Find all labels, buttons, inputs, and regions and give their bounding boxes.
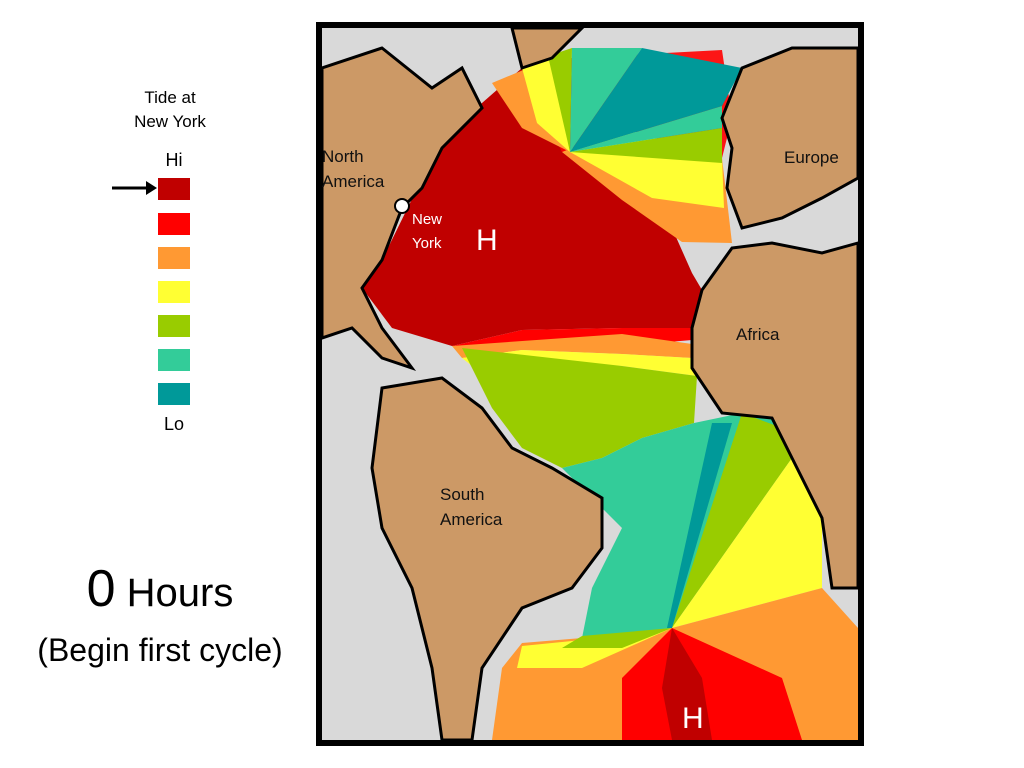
tide-bands-south [492, 458, 858, 740]
time-hours-unit: Hours [126, 571, 234, 615]
legend-title-line1: Tide at [144, 88, 196, 107]
north-america-label-line1: North [322, 147, 364, 166]
tide-bands-equator [452, 334, 792, 638]
new-york-label-line2: York [412, 235, 442, 252]
south-america-label-line1: South [440, 485, 485, 504]
new-york-label: New York [412, 208, 442, 256]
tide-bands-north [362, 48, 742, 350]
south-america-land [370, 376, 604, 740]
legend-title: Tide at New York [110, 86, 230, 134]
time-hours-number: 0 [86, 560, 116, 618]
high-tide-marker-north: H [476, 224, 498, 257]
south-america-label: South America [440, 482, 502, 532]
greenland-land [510, 28, 585, 70]
new-york-marker [394, 198, 410, 214]
legend-title-line2: New York [134, 112, 206, 131]
legend-swatch-4 [158, 281, 190, 303]
legend-swatch-5 [158, 315, 190, 337]
new-york-label-line1: New [412, 211, 443, 228]
time-subtitle: (Begin first cycle) [37, 632, 283, 668]
time-heading: 0 Hours [0, 552, 320, 630]
legend-swatch-1 [158, 178, 190, 200]
europe-land [720, 46, 858, 230]
europe-label: Europe [784, 148, 839, 167]
africa-land [690, 241, 858, 590]
north-america-label: North America [322, 144, 384, 194]
high-tide-marker-south: H [682, 702, 704, 735]
legend-lo-label: Lo [163, 414, 185, 434]
tide-map-canvas [322, 28, 858, 740]
north-america-label-line2: America [322, 172, 385, 191]
legend-swatch-2 [158, 213, 190, 235]
legend-swatch-7 [158, 383, 190, 405]
africa-label: Africa [736, 325, 780, 344]
time-label: 0 Hours (Begin first cycle) [0, 552, 320, 670]
legend-swatch-3 [158, 247, 190, 269]
south-america-label-line2: America [440, 510, 503, 529]
tide-map: North America Europe Africa South Americ… [316, 22, 864, 746]
legend-hi-label: Hi [165, 150, 183, 170]
legend-swatch-6 [158, 349, 190, 371]
current-level-arrow-icon [112, 181, 157, 195]
